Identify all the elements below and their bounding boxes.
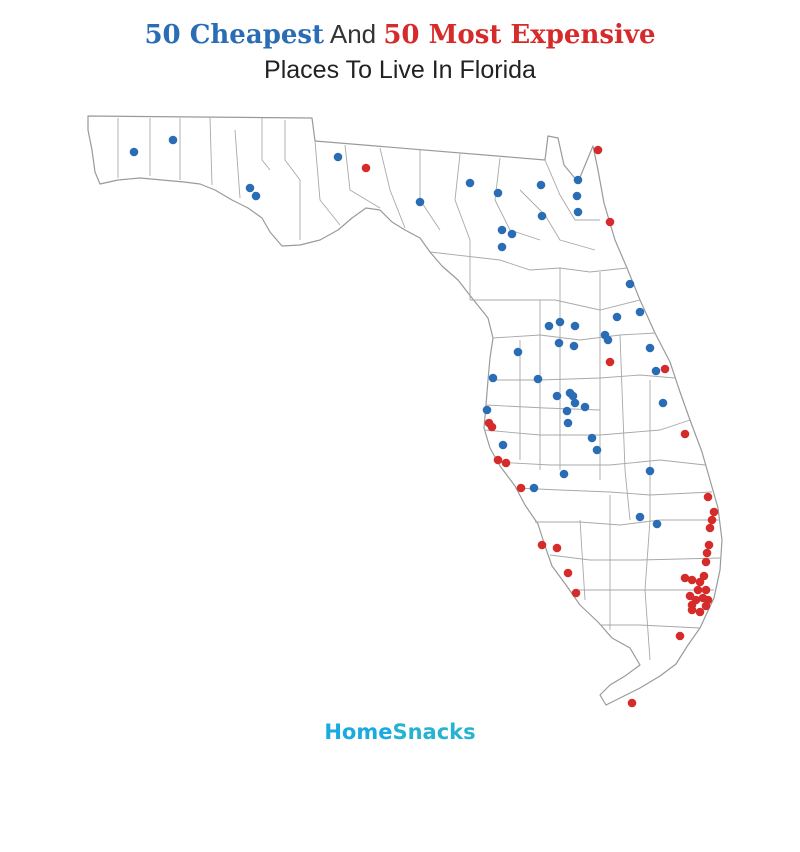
- expensive-place-marker: [680, 573, 690, 583]
- cheapest-place-marker: [507, 229, 517, 239]
- expensive-place-marker: [516, 483, 526, 493]
- expensive-place-marker: [680, 429, 690, 439]
- cheapest-place-marker: [580, 402, 590, 412]
- cheapest-place-marker: [603, 335, 613, 345]
- cheapest-place-marker: [245, 183, 255, 193]
- cheapest-place-marker: [658, 398, 668, 408]
- expensive-place-marker: [660, 364, 670, 374]
- cheapest-place-marker: [652, 519, 662, 529]
- expensive-place-marker: [675, 631, 685, 641]
- cheapest-place-marker: [544, 321, 554, 331]
- expensive-place-marker: [605, 357, 615, 367]
- cheapest-place-marker: [482, 405, 492, 415]
- state-outline: [87, 115, 723, 706]
- cheapest-place-marker: [555, 317, 565, 327]
- expensive-place-marker: [693, 585, 703, 595]
- brand-home: Home: [324, 720, 393, 744]
- cheapest-place-marker: [651, 366, 661, 376]
- expensive-place-marker: [695, 607, 705, 617]
- cheapest-place-marker: [562, 406, 572, 416]
- expensive-place-marker: [487, 422, 497, 432]
- cheapest-place-marker: [513, 347, 523, 357]
- cheapest-place-marker: [572, 191, 582, 201]
- expensive-place-marker: [361, 163, 371, 173]
- map-subtitle: Places To Live In Florida: [264, 56, 536, 84]
- expensive-place-marker: [705, 523, 715, 533]
- cheapest-place-marker: [529, 483, 539, 493]
- cheapest-place-marker: [587, 433, 597, 443]
- expensive-place-marker: [695, 577, 705, 587]
- cheapest-place-marker: [563, 418, 573, 428]
- cheapest-place-marker: [569, 341, 579, 351]
- expensive-place-marker: [501, 458, 511, 468]
- cheapest-place-marker: [465, 178, 475, 188]
- cheapest-place-marker: [552, 391, 562, 401]
- cheapest-place-marker: [497, 225, 507, 235]
- cheapest-place-marker: [533, 374, 543, 384]
- expensive-place-marker: [563, 568, 573, 578]
- expensive-place-marker: [709, 507, 719, 517]
- title-cheapest: 50 Cheapest: [144, 20, 325, 50]
- cheapest-place-marker: [573, 175, 583, 185]
- expensive-place-marker: [701, 601, 711, 611]
- cheapest-place-marker: [573, 207, 583, 217]
- expensive-place-marker: [707, 515, 717, 525]
- cheapest-place-marker: [251, 191, 261, 201]
- title-and: And: [324, 19, 384, 49]
- expensive-place-marker: [605, 217, 615, 227]
- expensive-place-marker: [537, 540, 547, 550]
- cheapest-place-marker: [559, 469, 569, 479]
- expensive-place-marker: [704, 540, 714, 550]
- expensive-place-marker: [493, 455, 503, 465]
- cheapest-place-marker: [612, 312, 622, 322]
- cheapest-place-marker: [570, 398, 580, 408]
- cheapest-place-marker: [568, 391, 578, 401]
- cheapest-place-marker: [333, 152, 343, 162]
- expensive-place-marker: [701, 585, 711, 595]
- cheapest-place-marker: [536, 180, 546, 190]
- homesnacks-logo: HomeSnacks: [0, 720, 800, 744]
- cheapest-place-marker: [635, 307, 645, 317]
- place-markers: [129, 135, 719, 708]
- cheapest-place-marker: [129, 147, 139, 157]
- cheapest-place-marker: [415, 197, 425, 207]
- map-title: 50 Cheapest And 50 Most Expensive: [0, 16, 800, 53]
- title-expensive: 50 Most Expensive: [383, 20, 656, 50]
- cheapest-place-marker: [635, 512, 645, 522]
- cheapest-place-marker: [168, 135, 178, 145]
- cheapest-place-marker: [498, 440, 508, 450]
- cheapest-place-marker: [493, 188, 503, 198]
- cheapest-place-marker: [497, 242, 507, 252]
- expensive-place-marker: [687, 575, 697, 585]
- cheapest-place-marker: [625, 279, 635, 289]
- expensive-place-marker: [552, 543, 562, 553]
- cheapest-place-marker: [570, 321, 580, 331]
- expensive-place-marker: [593, 145, 603, 155]
- cheapest-place-marker: [645, 343, 655, 353]
- brand-snacks: Snacks: [392, 720, 476, 744]
- expensive-place-marker: [703, 492, 713, 502]
- expensive-place-marker: [702, 548, 712, 558]
- expensive-place-marker: [571, 588, 581, 598]
- expensive-place-marker: [687, 605, 697, 615]
- county-lines: [117, 117, 721, 661]
- cheapest-place-marker: [537, 211, 547, 221]
- cheapest-place-marker: [554, 338, 564, 348]
- cheapest-place-marker: [645, 466, 655, 476]
- expensive-place-marker: [627, 698, 637, 708]
- cheapest-place-marker: [488, 373, 498, 383]
- expensive-place-marker: [701, 557, 711, 567]
- cheapest-place-marker: [592, 445, 602, 455]
